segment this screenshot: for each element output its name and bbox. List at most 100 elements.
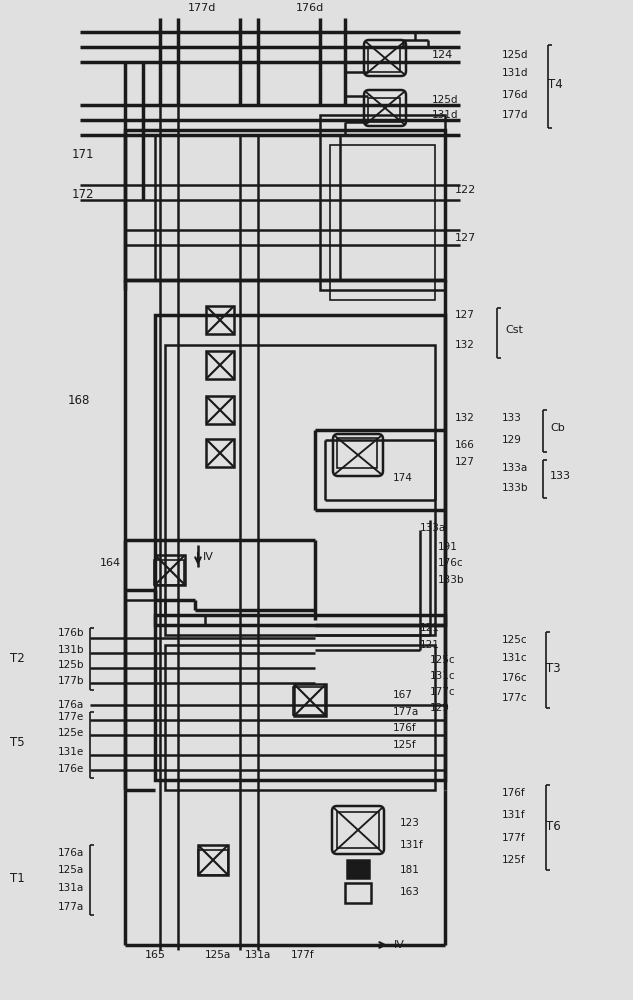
Text: 176d: 176d xyxy=(296,3,324,13)
Text: 121: 121 xyxy=(420,640,440,650)
Text: 125d: 125d xyxy=(432,95,458,105)
Text: IV: IV xyxy=(203,552,214,562)
Text: 125d: 125d xyxy=(502,50,529,60)
Text: 177a: 177a xyxy=(58,902,84,912)
Text: T4: T4 xyxy=(548,79,562,92)
Bar xyxy=(293,687,325,715)
Text: 172: 172 xyxy=(72,188,94,202)
Text: 163: 163 xyxy=(400,887,420,897)
Text: 133: 133 xyxy=(502,413,522,423)
Text: 125c: 125c xyxy=(502,635,528,645)
Text: 127: 127 xyxy=(455,310,475,320)
Bar xyxy=(165,645,435,790)
Text: 164: 164 xyxy=(100,558,121,568)
Text: 124: 124 xyxy=(432,50,453,60)
Text: 176a: 176a xyxy=(58,700,84,710)
Text: 131a: 131a xyxy=(245,950,271,960)
Text: 176c: 176c xyxy=(502,673,528,683)
Text: 177d: 177d xyxy=(502,110,529,120)
Bar xyxy=(155,615,445,780)
Text: 177e: 177e xyxy=(58,712,84,722)
Text: 131e: 131e xyxy=(58,747,84,757)
Text: 133b: 133b xyxy=(502,483,529,493)
Text: 131d: 131d xyxy=(432,110,458,120)
Bar xyxy=(320,115,445,290)
Text: 127: 127 xyxy=(455,233,476,243)
Text: T1: T1 xyxy=(10,871,25,884)
Text: 122: 122 xyxy=(455,185,476,195)
Text: 177a: 177a xyxy=(393,707,419,717)
Text: T2: T2 xyxy=(10,652,25,664)
Text: 125a: 125a xyxy=(58,865,84,875)
Text: 167: 167 xyxy=(393,690,413,700)
Text: 131b: 131b xyxy=(58,645,84,655)
Text: Cb: Cb xyxy=(550,423,565,433)
Text: 177f: 177f xyxy=(291,950,315,960)
Text: 131d: 131d xyxy=(502,68,529,78)
Bar xyxy=(368,48,400,72)
Text: 176e: 176e xyxy=(58,764,84,774)
Text: 125b: 125b xyxy=(58,660,84,670)
Text: 133a: 133a xyxy=(420,523,446,533)
Text: 125a: 125a xyxy=(205,950,231,960)
Text: 177d: 177d xyxy=(188,3,216,13)
Text: 133a: 133a xyxy=(502,463,529,473)
Text: 129: 129 xyxy=(502,435,522,445)
Bar xyxy=(206,439,234,467)
Text: 132: 132 xyxy=(455,413,475,423)
Text: 174: 174 xyxy=(393,473,413,483)
Bar xyxy=(155,555,185,585)
Text: 127: 127 xyxy=(455,457,475,467)
Bar xyxy=(165,345,435,635)
Text: 176a: 176a xyxy=(58,848,84,858)
Bar xyxy=(368,98,400,122)
Text: 125c: 125c xyxy=(430,655,456,665)
Text: T3: T3 xyxy=(546,662,560,674)
Text: 168: 168 xyxy=(68,393,91,406)
Text: 121: 121 xyxy=(420,623,440,633)
Bar xyxy=(154,560,184,585)
Text: T5: T5 xyxy=(10,736,25,750)
Text: 166: 166 xyxy=(455,440,475,450)
Text: 176d: 176d xyxy=(502,90,529,100)
Text: 131c: 131c xyxy=(502,653,528,663)
Bar xyxy=(206,396,234,424)
Text: 133: 133 xyxy=(550,471,571,481)
Bar xyxy=(155,135,340,280)
Text: 125f: 125f xyxy=(502,855,525,865)
Text: 131f: 131f xyxy=(400,840,423,850)
Text: 133b: 133b xyxy=(438,575,465,585)
Text: 176b: 176b xyxy=(58,628,84,638)
Bar xyxy=(198,850,228,875)
Text: 131f: 131f xyxy=(502,810,525,820)
Text: 176f: 176f xyxy=(502,788,525,798)
Text: 131a: 131a xyxy=(58,883,84,893)
Text: 131c: 131c xyxy=(430,671,456,681)
Text: 176c: 176c xyxy=(438,558,463,568)
Bar xyxy=(206,351,234,379)
Text: 177c: 177c xyxy=(430,687,456,697)
Text: 177c: 177c xyxy=(502,693,528,703)
Text: Cst: Cst xyxy=(505,325,523,335)
Text: 125e: 125e xyxy=(58,728,84,738)
Text: 132: 132 xyxy=(455,340,475,350)
Text: 123: 123 xyxy=(400,818,420,828)
Bar xyxy=(330,145,435,300)
Text: 165: 165 xyxy=(144,950,165,960)
Text: 181: 181 xyxy=(400,865,420,875)
Bar xyxy=(198,845,228,875)
Text: T6: T6 xyxy=(546,820,560,834)
Text: 176f: 176f xyxy=(393,723,417,733)
Text: 191: 191 xyxy=(438,542,458,552)
Bar xyxy=(347,860,369,878)
Text: 177f: 177f xyxy=(502,833,525,843)
Bar xyxy=(337,812,379,848)
Bar xyxy=(294,684,326,716)
Bar xyxy=(337,438,377,468)
Text: 171: 171 xyxy=(72,148,94,161)
Text: 177b: 177b xyxy=(58,676,84,686)
Text: 129: 129 xyxy=(430,703,450,713)
Bar xyxy=(345,883,371,903)
Bar xyxy=(206,306,234,334)
Text: IV: IV xyxy=(394,940,405,950)
